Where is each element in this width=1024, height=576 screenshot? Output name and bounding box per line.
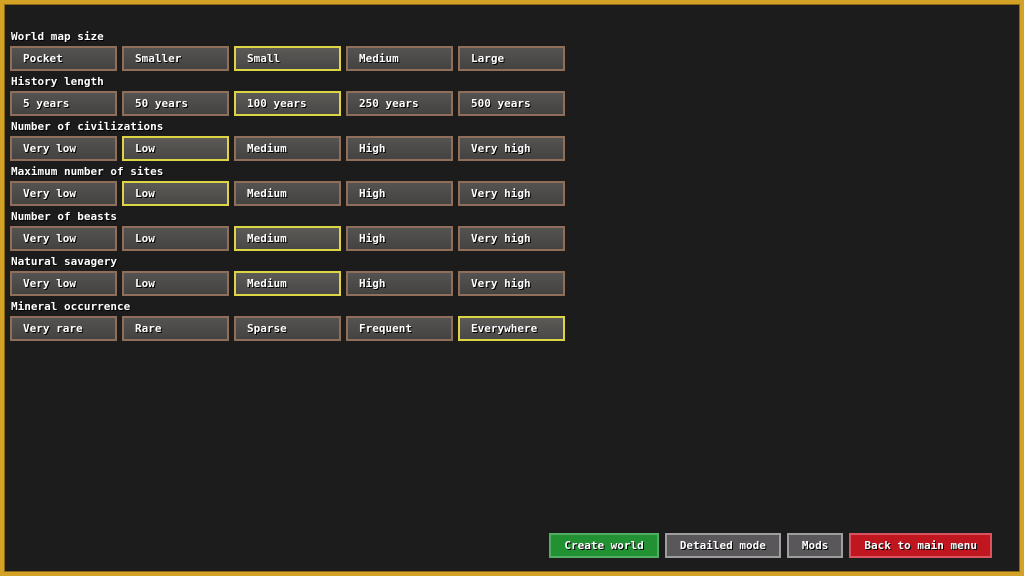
option-row-history-length: 5 years 50 years 100 years 250 years 500 yea… bbox=[10, 91, 1020, 116]
mods-button[interactable]: Mods bbox=[786, 533, 844, 558]
option-group-number-of-beasts: Number of beasts Very low Low Medium High Ver… bbox=[10, 211, 1020, 251]
option-natural-savagery-very-high[interactable]: Very high bbox=[458, 271, 565, 296]
group-label-natural-savagery: Natural savagery bbox=[11, 255, 117, 268]
option-number-of-civilizations-very-low[interactable]: Very low bbox=[10, 136, 117, 161]
option-world-map-size-pocket[interactable]: Pocket bbox=[10, 46, 117, 71]
option-group-maximum-number-of-sites: Maximum number of sites Very low Low Medium… bbox=[10, 166, 1020, 206]
option-group-world-map-size: World map size Pocket Smaller Small Medium La… bbox=[10, 31, 1020, 71]
option-maximum-number-of-sites-very-low[interactable]: Very low bbox=[10, 181, 117, 206]
option-maximum-number-of-sites-high[interactable]: High bbox=[346, 181, 453, 206]
option-world-map-size-smaller[interactable]: Smaller bbox=[122, 46, 229, 71]
option-row-number-of-beasts: Very low Low Medium High Very high bbox=[10, 226, 1020, 251]
option-history-length-100-years[interactable]: 100 years bbox=[234, 91, 341, 116]
option-number-of-civilizations-low[interactable]: Low bbox=[122, 136, 229, 161]
option-number-of-civilizations-very-high[interactable]: Very high bbox=[458, 136, 565, 161]
option-maximum-number-of-sites-very-high[interactable]: Very high bbox=[458, 181, 565, 206]
option-groups: World map size Pocket Smaller Small Medium La… bbox=[10, 31, 1020, 341]
option-number-of-civilizations-high[interactable]: High bbox=[346, 136, 453, 161]
option-row-maximum-number-of-sites: Very low Low Medium High Very high bbox=[10, 181, 1020, 206]
option-world-map-size-large[interactable]: Large bbox=[458, 46, 565, 71]
action-bar: Create world Detailed mode Mods Back to mai… bbox=[549, 533, 992, 558]
option-natural-savagery-very-low[interactable]: Very low bbox=[10, 271, 117, 296]
back-to-main-menu-button[interactable]: Back to main menu bbox=[849, 533, 992, 558]
option-history-length-500-years[interactable]: 500 years bbox=[458, 91, 565, 116]
option-number-of-civilizations-medium[interactable]: Medium bbox=[234, 136, 341, 161]
option-mineral-occurrence-very-rare[interactable]: Very rare bbox=[10, 316, 117, 341]
option-mineral-occurrence-frequent[interactable]: Frequent bbox=[346, 316, 453, 341]
option-number-of-beasts-high[interactable]: High bbox=[346, 226, 453, 251]
option-row-natural-savagery: Very low Low Medium High Very high bbox=[10, 271, 1020, 296]
option-mineral-occurrence-sparse[interactable]: Sparse bbox=[234, 316, 341, 341]
option-number-of-beasts-very-high[interactable]: Very high bbox=[458, 226, 565, 251]
option-number-of-beasts-very-low[interactable]: Very low bbox=[10, 226, 117, 251]
option-row-number-of-civilizations: Very low Low Medium High Very high bbox=[10, 136, 1020, 161]
option-group-mineral-occurrence: Mineral occurrence Very rare Rare Sparse Fre… bbox=[10, 301, 1020, 341]
option-group-natural-savagery: Natural savagery Very low Low Medium High Ver… bbox=[10, 256, 1020, 296]
option-row-world-map-size: Pocket Smaller Small Medium Large bbox=[10, 46, 1020, 71]
group-label-world-map-size: World map size bbox=[11, 30, 104, 43]
group-label-number-of-civilizations: Number of civilizations bbox=[11, 120, 164, 133]
option-history-length-250-years[interactable]: 250 years bbox=[346, 91, 453, 116]
option-mineral-occurrence-everywhere[interactable]: Everywhere bbox=[458, 316, 565, 341]
option-number-of-beasts-medium[interactable]: Medium bbox=[234, 226, 341, 251]
option-group-history-length: History length 5 years 50 years 100 years 25… bbox=[10, 76, 1020, 116]
option-history-length-50-years[interactable]: 50 years bbox=[122, 91, 229, 116]
option-row-mineral-occurrence: Very rare Rare Sparse Frequent Everywhere bbox=[10, 316, 1020, 341]
group-label-mineral-occurrence: Mineral occurrence bbox=[11, 300, 131, 313]
option-history-length-5-years[interactable]: 5 years bbox=[10, 91, 117, 116]
option-group-number-of-civilizations: Number of civilizations Very low Low Medium… bbox=[10, 121, 1020, 161]
group-label-history-length: History length bbox=[11, 75, 104, 88]
option-natural-savagery-medium[interactable]: Medium bbox=[234, 271, 341, 296]
option-natural-savagery-low[interactable]: Low bbox=[122, 271, 229, 296]
option-mineral-occurrence-rare[interactable]: Rare bbox=[122, 316, 229, 341]
option-maximum-number-of-sites-low[interactable]: Low bbox=[122, 181, 229, 206]
option-maximum-number-of-sites-medium[interactable]: Medium bbox=[234, 181, 341, 206]
option-world-map-size-medium[interactable]: Medium bbox=[346, 46, 453, 71]
group-label-maximum-number-of-sites: Maximum number of sites bbox=[11, 165, 164, 178]
option-number-of-beasts-low[interactable]: Low bbox=[122, 226, 229, 251]
option-natural-savagery-high[interactable]: High bbox=[346, 271, 453, 296]
create-world-button[interactable]: Create world bbox=[549, 533, 659, 558]
group-label-number-of-beasts: Number of beasts bbox=[11, 210, 117, 223]
option-world-map-size-small[interactable]: Small bbox=[234, 46, 341, 71]
detailed-mode-button[interactable]: Detailed mode bbox=[664, 533, 781, 558]
